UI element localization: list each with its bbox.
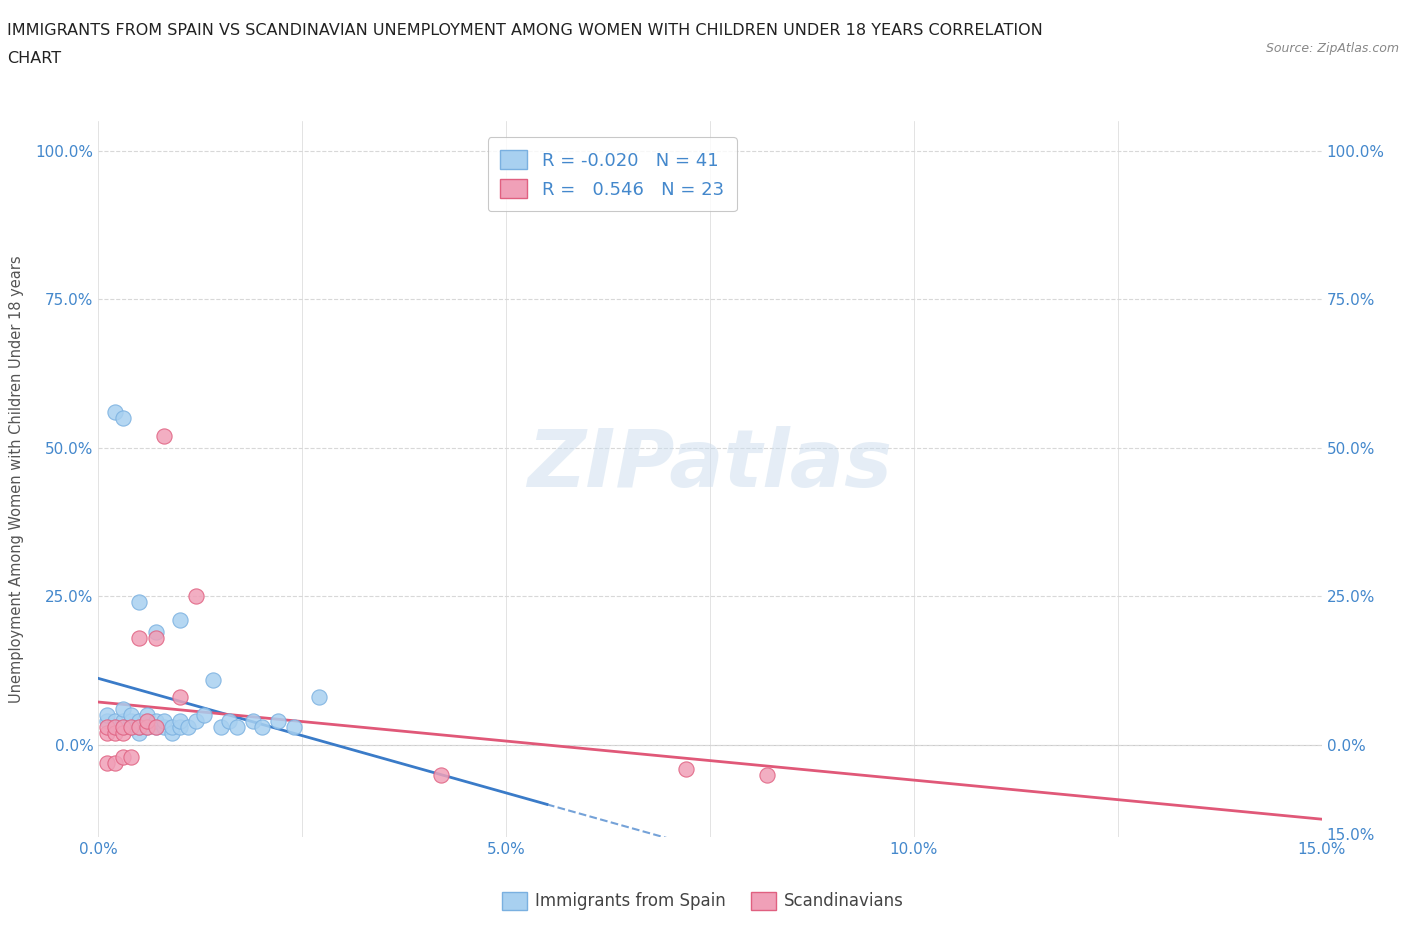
- Point: [283, 720, 305, 735]
- Point: [169, 613, 191, 628]
- Point: [96, 725, 118, 740]
- Point: [169, 713, 191, 728]
- Point: [209, 720, 232, 735]
- Point: [152, 720, 174, 735]
- Point: [111, 713, 134, 728]
- Point: [104, 405, 127, 419]
- Point: [120, 750, 142, 764]
- Point: [430, 767, 453, 782]
- Point: [111, 702, 134, 717]
- Point: [128, 631, 150, 645]
- Point: [96, 720, 118, 735]
- Point: [250, 720, 273, 735]
- Point: [120, 708, 142, 723]
- Point: [120, 720, 142, 735]
- Point: [193, 708, 215, 723]
- Point: [267, 713, 290, 728]
- Point: [145, 625, 167, 640]
- Point: [136, 720, 159, 735]
- Point: [136, 713, 159, 728]
- Point: [177, 720, 200, 735]
- Point: [145, 713, 167, 728]
- Point: [104, 720, 127, 735]
- Point: [675, 762, 697, 777]
- Point: [169, 720, 191, 735]
- Point: [120, 713, 142, 728]
- Point: [152, 713, 174, 728]
- Text: CHART: CHART: [7, 51, 60, 66]
- Point: [152, 429, 174, 444]
- Legend: Immigrants from Spain, Scandinavians: Immigrants from Spain, Scandinavians: [495, 885, 911, 917]
- Point: [145, 631, 167, 645]
- Point: [308, 690, 330, 705]
- Point: [169, 690, 191, 705]
- Point: [242, 713, 264, 728]
- Point: [145, 720, 167, 735]
- Point: [186, 713, 208, 728]
- Point: [104, 725, 127, 740]
- Text: Source: ZipAtlas.com: Source: ZipAtlas.com: [1265, 42, 1399, 55]
- Point: [128, 720, 150, 735]
- Point: [128, 595, 150, 610]
- Point: [120, 720, 142, 735]
- Point: [96, 713, 118, 728]
- Point: [136, 720, 159, 735]
- Point: [111, 411, 134, 426]
- Point: [111, 720, 134, 735]
- Point: [96, 708, 118, 723]
- Point: [104, 713, 127, 728]
- Text: ZIPatlas: ZIPatlas: [527, 426, 893, 504]
- Point: [756, 767, 779, 782]
- Point: [111, 750, 134, 764]
- Point: [136, 708, 159, 723]
- Point: [111, 725, 134, 740]
- Point: [128, 725, 150, 740]
- Y-axis label: Unemployment Among Women with Children Under 18 years: Unemployment Among Women with Children U…: [10, 255, 24, 703]
- Point: [186, 589, 208, 604]
- Point: [111, 720, 134, 735]
- Text: IMMIGRANTS FROM SPAIN VS SCANDINAVIAN UNEMPLOYMENT AMONG WOMEN WITH CHILDREN UND: IMMIGRANTS FROM SPAIN VS SCANDINAVIAN UN…: [7, 23, 1043, 38]
- Point: [160, 725, 183, 740]
- Point: [136, 713, 159, 728]
- Legend: R = -0.020   N = 41, R =   0.546   N = 23: R = -0.020 N = 41, R = 0.546 N = 23: [488, 137, 737, 211]
- Point: [218, 713, 240, 728]
- Point: [96, 755, 118, 770]
- Point: [104, 720, 127, 735]
- Point: [201, 672, 224, 687]
- Point: [145, 720, 167, 735]
- Point: [160, 720, 183, 735]
- Point: [128, 713, 150, 728]
- Point: [128, 720, 150, 735]
- Point: [104, 755, 127, 770]
- Point: [226, 720, 249, 735]
